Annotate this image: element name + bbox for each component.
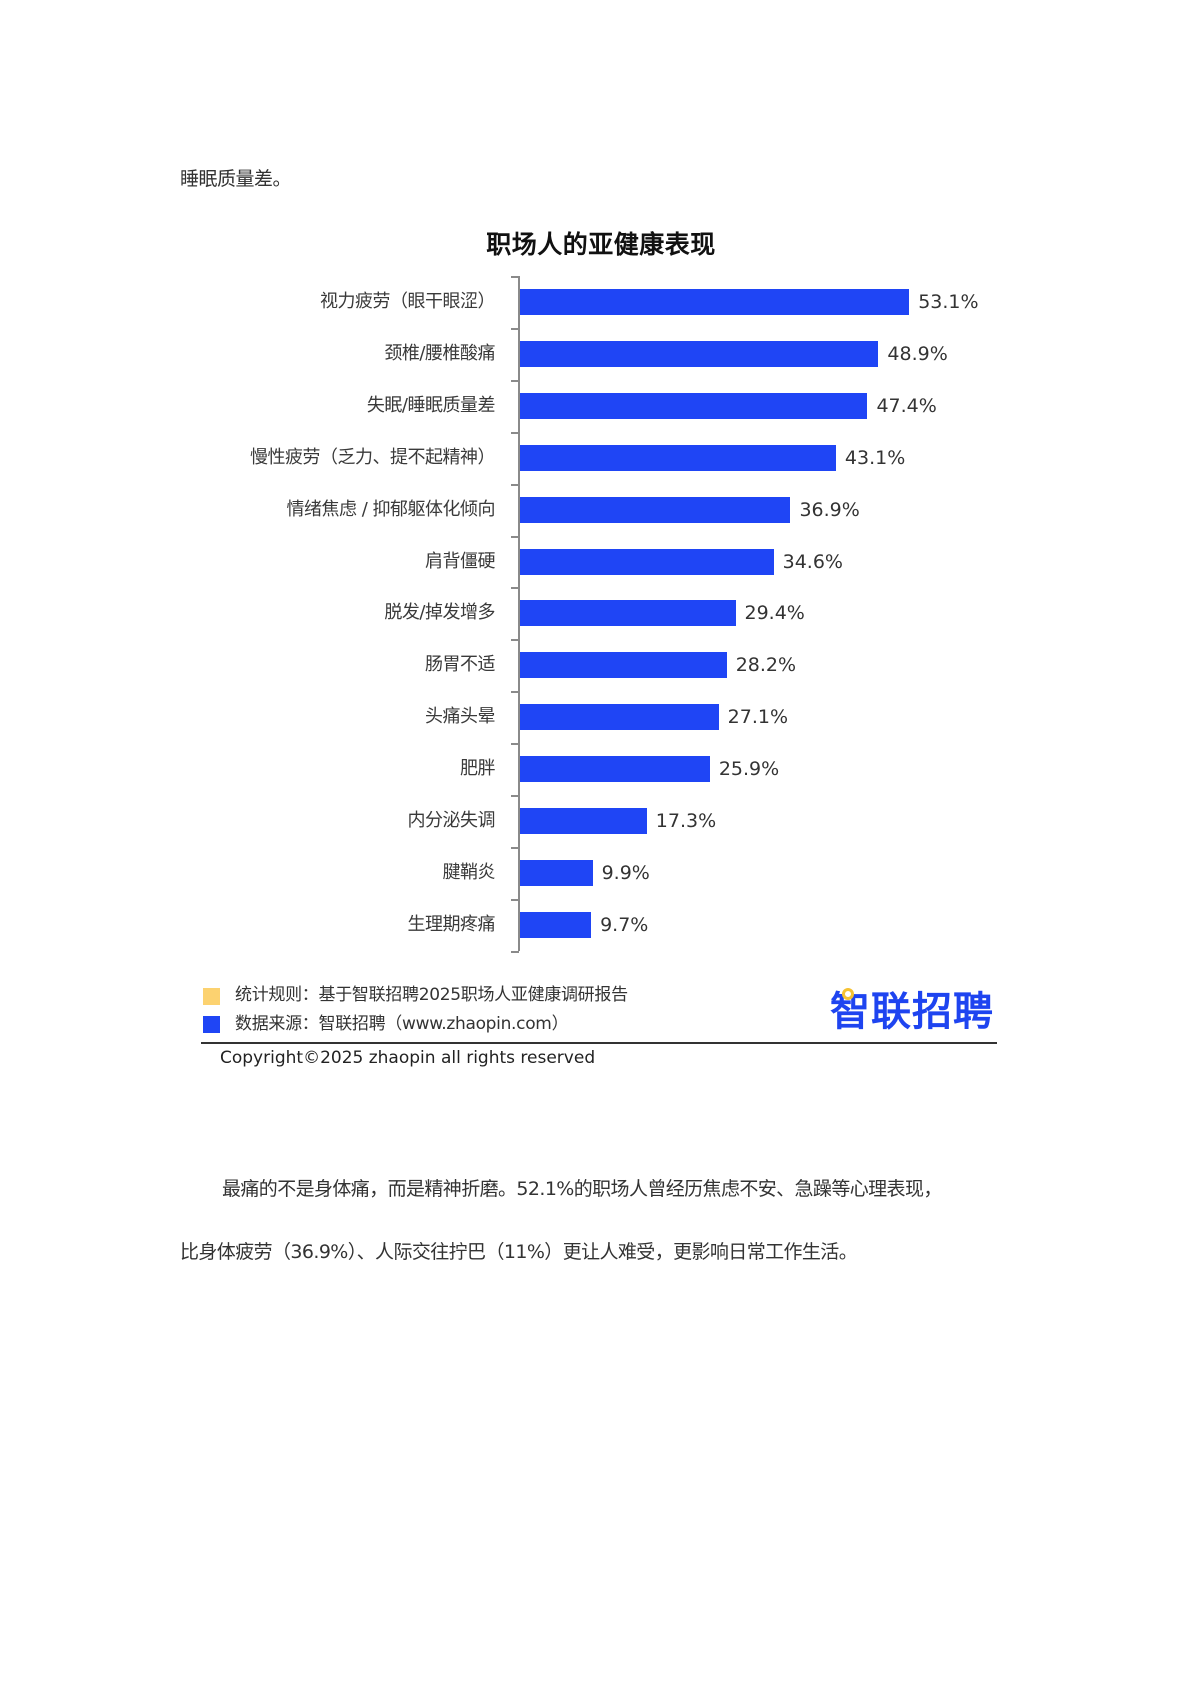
value-label: 27.1% xyxy=(727,706,788,729)
bar-row: 失眠/睡眠质量差 47.4% xyxy=(0,392,1200,419)
legend-swatch-yellow xyxy=(203,988,220,1005)
bar-row: 视力疲劳（眼干眼涩） 53.1% xyxy=(0,289,1200,315)
bar xyxy=(520,340,879,367)
y-axis-tick xyxy=(511,431,519,434)
value-label: 34.6% xyxy=(782,550,843,573)
legend-data-source: 数据来源：智联招聘（www.zhaopin.com） xyxy=(235,1014,569,1034)
paragraph-line-2: 比身体疲劳（36.9%）、人际交往拧巴（11%）更让人难受，更影响日常工作生活。 xyxy=(180,1241,858,1263)
value-label: 9.7% xyxy=(600,913,649,936)
bar-row: 肥胖 25.9% xyxy=(0,756,1200,783)
value-label: 9.9% xyxy=(601,861,650,884)
value-label: 47.4% xyxy=(876,394,937,417)
category-label: 内分泌失调 xyxy=(407,810,496,831)
value-label: 25.9% xyxy=(718,758,780,781)
y-axis-tick xyxy=(511,276,519,278)
y-axis-tick xyxy=(511,535,519,538)
paragraph-line-1: 最痛的不是身体痛，而是精神折磨。52.1%的职场人曾经历焦虑不安、急躁等心理表现… xyxy=(222,1178,942,1200)
y-axis-tick xyxy=(511,898,519,901)
bar xyxy=(520,392,868,419)
bar xyxy=(520,496,791,523)
bar xyxy=(520,704,719,731)
bar xyxy=(520,548,774,575)
footer-divider xyxy=(201,1042,997,1044)
bar xyxy=(520,289,910,315)
bar-row: 脱发/掉发增多 29.4% xyxy=(0,600,1200,627)
category-label: 头痛头晕 xyxy=(425,706,496,728)
category-label: 腱鞘炎 xyxy=(442,861,496,883)
bar xyxy=(520,859,593,886)
y-axis-tick xyxy=(511,691,519,694)
y-axis-tick xyxy=(511,587,519,590)
value-label: 36.9% xyxy=(799,498,860,521)
bar-row: 颈椎/腰椎酸痛 48.9% xyxy=(0,340,1200,367)
value-label: 43.1% xyxy=(844,446,906,469)
category-label: 生理期疼痛 xyxy=(407,913,496,935)
y-axis-tick xyxy=(511,483,519,486)
legend-stat-rule: 统计规则：基于智联招聘2025职场人亚健康调研报告 xyxy=(235,985,628,1005)
logo-dot-icon xyxy=(842,988,854,1000)
category-label: 慢性疲劳（乏力、提不起精神） xyxy=(250,446,496,468)
bar xyxy=(520,911,592,938)
bar-row: 慢性疲劳（乏力、提不起精神） 43.1% xyxy=(0,444,1200,471)
bar xyxy=(520,444,836,471)
y-axis-line xyxy=(518,276,520,951)
zhaopin-logo: 智联招聘 xyxy=(830,989,994,1035)
y-axis-tick xyxy=(511,795,519,797)
bar-row: 肩背僵硬 34.6% xyxy=(0,548,1200,575)
bar xyxy=(520,600,736,627)
bar-row: 肠胃不适 28.2% xyxy=(0,652,1200,679)
bar-row: 生理期疼痛 9.7% xyxy=(0,911,1200,938)
copyright-text: Copyright©2025 zhaopin all rights reserv… xyxy=(220,1048,596,1068)
y-axis-tick xyxy=(511,639,519,642)
bar-row: 情绪焦虑 / 抑郁躯体化倾向 36.9% xyxy=(0,496,1200,523)
category-label: 失眠/睡眠质量差 xyxy=(366,394,496,416)
lead-text: 睡眠质量差。 xyxy=(180,168,292,190)
value-label: 29.4% xyxy=(744,602,805,625)
legend-swatch-blue xyxy=(203,1016,220,1033)
bar-row: 头痛头晕 27.1% xyxy=(0,704,1200,731)
value-label: 28.2% xyxy=(735,654,797,677)
value-label: 48.9% xyxy=(887,342,948,365)
category-label: 肥胖 xyxy=(460,758,496,780)
bar xyxy=(520,808,647,834)
category-label: 肠胃不适 xyxy=(425,654,496,676)
y-axis-tick xyxy=(511,846,519,849)
y-axis-tick xyxy=(511,950,519,953)
bar xyxy=(520,756,710,783)
value-label: 17.3% xyxy=(655,810,717,832)
y-axis-tick xyxy=(511,327,519,330)
category-label: 视力疲劳（眼干眼涩） xyxy=(320,291,496,312)
value-label: 53.1% xyxy=(918,291,979,313)
bar-row: 腱鞘炎 9.9% xyxy=(0,859,1200,886)
bar-row: 内分泌失调 17.3% xyxy=(0,808,1200,834)
chart-title: 职场人的亚健康表现 xyxy=(0,225,1200,261)
bar xyxy=(520,652,727,679)
y-axis-tick xyxy=(511,379,519,382)
category-label: 情绪焦虑 / 抑郁躯体化倾向 xyxy=(286,498,495,520)
category-label: 脱发/掉发增多 xyxy=(384,602,495,624)
category-label: 肩背僵硬 xyxy=(425,550,496,572)
category-label: 颈椎/腰椎酸痛 xyxy=(384,342,495,364)
chart-title-text: 职场人的亚健康表现 xyxy=(486,230,716,259)
y-axis-tick xyxy=(511,743,519,746)
